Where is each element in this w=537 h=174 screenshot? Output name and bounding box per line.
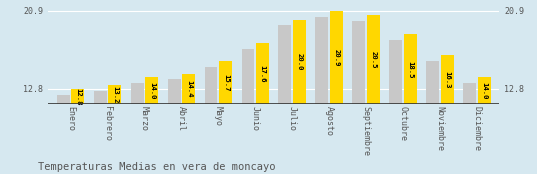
Bar (330, 11, 343, 104)
Bar (108, 85, 121, 104)
Bar (256, 43, 269, 104)
Text: 14.4: 14.4 (186, 80, 192, 98)
Bar (426, 61, 439, 104)
Text: 17.6: 17.6 (260, 65, 266, 82)
Bar (146, 77, 158, 104)
Text: 12.8: 12.8 (75, 88, 81, 105)
Text: 13.2: 13.2 (112, 86, 118, 104)
Text: 20.0: 20.0 (297, 53, 303, 71)
Bar (293, 20, 306, 104)
Text: 14.0: 14.0 (149, 82, 155, 100)
Bar (168, 79, 180, 104)
Text: 15.7: 15.7 (223, 74, 229, 92)
Bar (441, 55, 454, 104)
Text: 14.0: 14.0 (482, 82, 488, 100)
Bar (56, 95, 70, 104)
Bar (219, 61, 233, 104)
Bar (478, 77, 491, 104)
Text: 20.9: 20.9 (333, 49, 340, 66)
Text: 16.3: 16.3 (445, 71, 451, 89)
Bar (279, 25, 292, 104)
Bar (315, 17, 329, 104)
Bar (242, 49, 255, 104)
Bar (367, 15, 380, 104)
Bar (130, 83, 143, 104)
Text: Temperaturas Medias en vera de moncayo: Temperaturas Medias en vera de moncayo (38, 162, 275, 172)
Bar (205, 67, 217, 104)
Text: 18.5: 18.5 (408, 61, 413, 78)
Bar (352, 21, 365, 104)
Bar (463, 83, 476, 104)
Bar (71, 89, 84, 104)
Bar (404, 34, 417, 104)
Bar (389, 40, 402, 104)
Bar (93, 91, 106, 104)
Bar (183, 74, 195, 104)
Text: 20.5: 20.5 (371, 51, 376, 68)
